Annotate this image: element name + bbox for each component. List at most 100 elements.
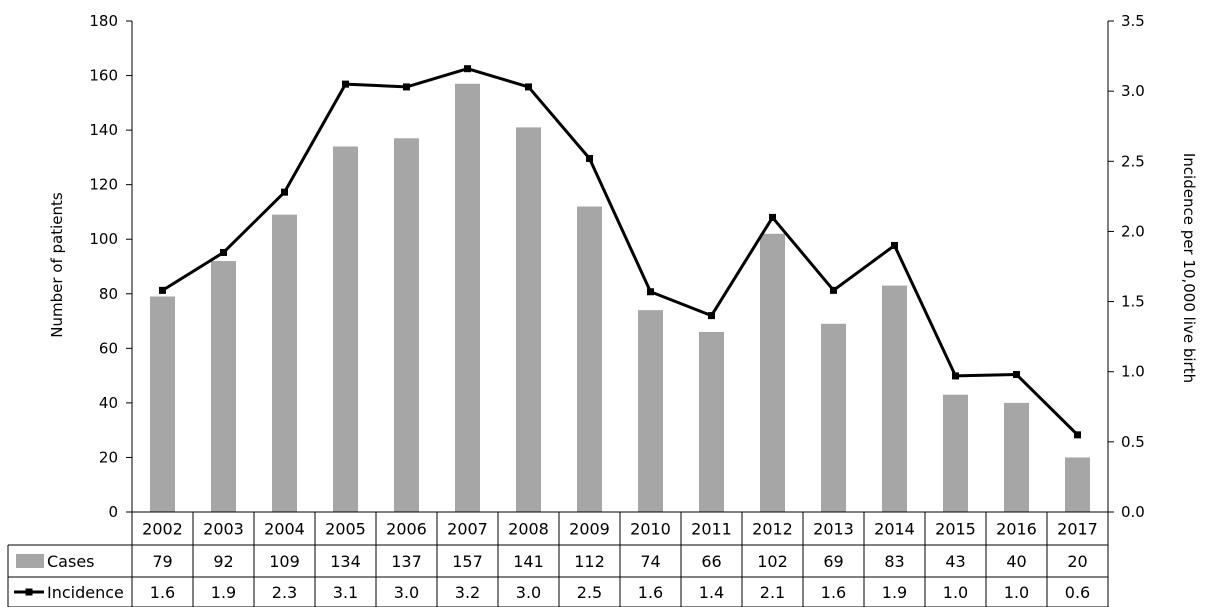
- y2-tick-label: 2.0: [1121, 222, 1145, 240]
- table-row-label: Cases: [47, 552, 95, 571]
- y-tick-label: 0: [108, 503, 118, 521]
- table-cell: 1.4: [699, 583, 724, 602]
- incidence-point: [342, 80, 349, 88]
- incidence-point: [220, 248, 227, 256]
- bar: [394, 138, 419, 513]
- incidence-line: [161, 67, 1079, 436]
- y-tick-label: 60: [99, 339, 118, 357]
- table-cell: 109: [269, 552, 300, 571]
- incidence-point: [281, 188, 288, 196]
- bar: [1065, 457, 1090, 512]
- table-cell: 102: [757, 552, 788, 571]
- incidence-point: [525, 83, 532, 91]
- bar: [760, 233, 785, 512]
- table-row-label: Incidence: [47, 583, 124, 602]
- x-tick-label: 2002: [142, 520, 183, 539]
- x-tick-label: 2004: [264, 520, 305, 539]
- x-tick-label: 2007: [447, 520, 488, 539]
- bars-layer: [150, 83, 1090, 513]
- table-cell: 1.0: [1004, 583, 1029, 602]
- table-cell: 3.0: [516, 583, 541, 602]
- legend-swatch-cases: [16, 554, 44, 568]
- x-tick-label: 2012: [752, 520, 793, 539]
- incidence-point: [586, 154, 593, 162]
- table-cell: 40: [1006, 552, 1026, 571]
- bar: [943, 394, 968, 512]
- table-cell: 69: [823, 552, 843, 571]
- y2-tick-label: 1.0: [1121, 363, 1145, 381]
- x-tick-label: 2009: [569, 520, 610, 539]
- y2-axis-title: Incidence per 10,000 live birth: [1180, 153, 1198, 383]
- table-cell: 74: [640, 552, 660, 571]
- table-cell: 79: [152, 552, 172, 571]
- incidence-point: [891, 241, 898, 249]
- x-tick-label: 2016: [996, 520, 1037, 539]
- bar: [882, 285, 907, 512]
- y2-tick-label: 3.5: [1121, 12, 1145, 30]
- incidence-point: [1013, 371, 1020, 379]
- incidence-point: [464, 65, 471, 73]
- x-tick-label: 2011: [691, 520, 732, 539]
- incidence-point: [830, 286, 837, 294]
- y2-tick-label: 0.0: [1121, 503, 1145, 521]
- table-cell: 83: [884, 552, 904, 571]
- table-cell: 66: [701, 552, 721, 571]
- bar: [150, 296, 175, 512]
- axes-layer: 0 20 40 60 80 100 120 140 160 180 0.0 0.5 1.0 1.5 2.0 2…: [89, 12, 1145, 521]
- bar: [577, 206, 602, 512]
- y2-tick-label: 3.0: [1121, 82, 1145, 100]
- y-tick-label: 80: [99, 285, 118, 303]
- bar: [333, 146, 358, 512]
- y-tick-label: 180: [89, 12, 118, 30]
- data-table: 2002 2003 2004 2005 2006 2007 2008 2009 2010 2011…: [7, 511, 1109, 607]
- x-tick-label: 2013: [813, 520, 854, 539]
- table-cell: 1.6: [821, 583, 846, 602]
- incidence-point: [708, 312, 715, 320]
- incidence-point: [403, 83, 410, 91]
- table-cell: 1.9: [882, 583, 907, 602]
- y-tick-label: 40: [99, 394, 118, 412]
- incidence-point: [769, 213, 776, 221]
- table-cell: 141: [513, 552, 544, 571]
- table-cell: 157: [452, 552, 483, 571]
- table-cell: 20: [1067, 552, 1087, 571]
- table-cell: 92: [213, 552, 233, 571]
- y2-tick-label: 0.5: [1121, 433, 1145, 451]
- table-cell: 2.1: [760, 583, 785, 602]
- bar: [516, 127, 541, 512]
- incidence-point: [1074, 431, 1081, 439]
- x-tick-label: 2005: [325, 520, 366, 539]
- table-cell: 3.0: [394, 583, 419, 602]
- table-cell: 112: [574, 552, 605, 571]
- x-tick-label: 2006: [386, 520, 427, 539]
- bar: [211, 261, 236, 512]
- table-cell: 3.1: [333, 583, 358, 602]
- x-tick-label: 2003: [203, 520, 244, 539]
- x-tick-label: 2017: [1057, 520, 1098, 539]
- y-tick-label: 140: [89, 121, 118, 139]
- x-tick-label: 2014: [874, 520, 915, 539]
- table-cell: 1.6: [150, 583, 175, 602]
- table-cell: 43: [945, 552, 965, 571]
- incidence-point: [952, 372, 959, 380]
- table-cell: 2.3: [272, 583, 297, 602]
- y-tick-label: 160: [89, 67, 118, 85]
- bar: [638, 310, 663, 512]
- table-cell: 3.2: [455, 583, 480, 602]
- y2-tick-label: 1.5: [1121, 293, 1145, 311]
- incidence-point: [647, 288, 654, 296]
- y-tick-label: 100: [89, 230, 118, 248]
- table-cell: 1.9: [211, 583, 236, 602]
- y-tick-label: 20: [99, 448, 118, 466]
- table-cell: 2.5: [577, 583, 602, 602]
- bar: [699, 331, 724, 512]
- table-cell: 1.6: [638, 583, 663, 602]
- bar: [272, 214, 297, 512]
- y-axis-title: Number of patients: [48, 192, 66, 338]
- bar: [455, 83, 480, 512]
- table-cell: 134: [330, 552, 361, 571]
- incidence-line-layer: [159, 65, 1081, 439]
- legend-marker-incidence: [25, 588, 33, 596]
- x-tick-label: 2010: [630, 520, 671, 539]
